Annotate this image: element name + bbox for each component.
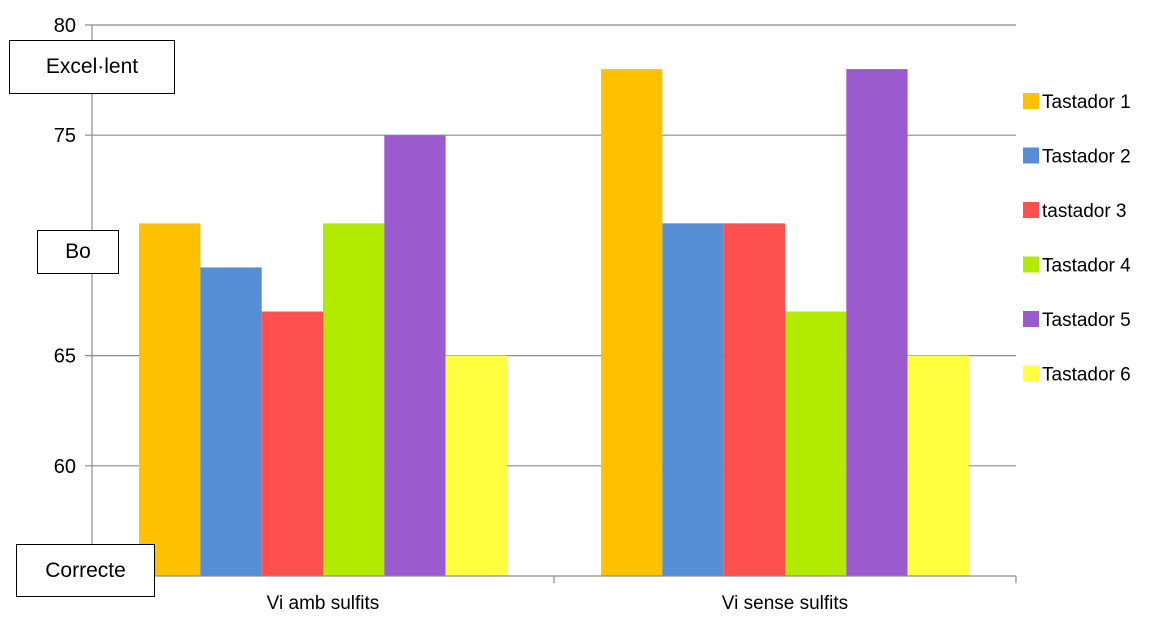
bar — [384, 135, 446, 576]
bar — [200, 267, 262, 576]
annotation-excellent: Excel·lent — [9, 40, 175, 94]
legend-label: Tastador 5 — [1042, 310, 1131, 331]
legend-label: tastador 3 — [1042, 201, 1127, 222]
y-tick-labels: 60 65 75 80 — [54, 15, 76, 478]
bar — [323, 223, 385, 577]
bar — [723, 223, 785, 577]
legend-swatch — [1023, 147, 1039, 164]
bar — [601, 69, 663, 576]
legend-label: Tastador 1 — [1042, 92, 1131, 113]
legend-label: Tastador 4 — [1042, 256, 1131, 277]
bar — [261, 311, 323, 576]
bar — [445, 355, 507, 576]
legend-swatch — [1023, 256, 1039, 273]
y-tick-label: 75 — [54, 125, 76, 147]
x-category-label: Vi amb sulfits — [267, 593, 380, 614]
legend: Tastador 1 Tastador 2 tastador 3 Tastador 4… — [1023, 92, 1131, 386]
legend-swatch — [1023, 202, 1039, 218]
legend-swatch — [1023, 365, 1039, 382]
bar — [846, 69, 908, 576]
annotation-bo: Bo — [37, 230, 119, 274]
legend-swatch — [1023, 311, 1039, 327]
bars — [139, 69, 969, 577]
x-category-labels: Vi amb sulfits Vi sense sulfits — [267, 593, 849, 614]
y-tick-label: 60 — [54, 456, 76, 478]
bar — [785, 311, 847, 576]
bar — [662, 223, 724, 577]
x-category-label: Vi sense sulfits — [722, 593, 848, 614]
bar — [139, 223, 201, 577]
bar — [907, 355, 969, 576]
y-tick-label: 65 — [54, 346, 76, 368]
legend-label: Tastador 6 — [1042, 365, 1131, 386]
legend-swatch — [1023, 93, 1039, 109]
legend-label: Tastador 2 — [1042, 147, 1131, 168]
y-tick-label: 80 — [54, 15, 76, 37]
annotation-correcte: Correcte — [16, 544, 155, 597]
